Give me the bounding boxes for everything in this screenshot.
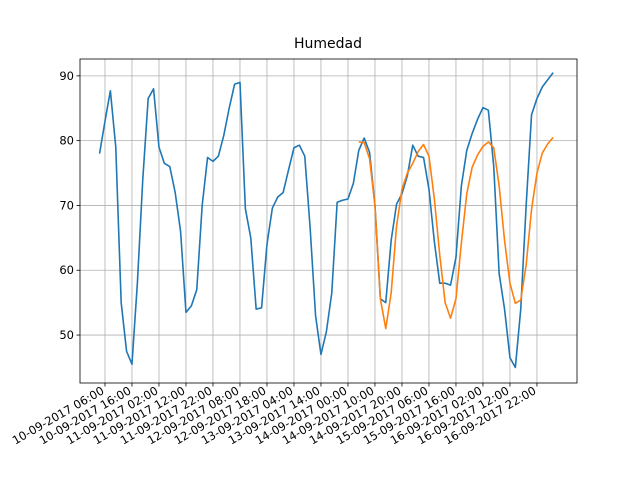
y-tick-label: 70 (59, 198, 74, 212)
plot-frame (79, 58, 578, 384)
y-tick-label: 60 (59, 263, 74, 277)
data-line (98, 72, 554, 369)
y-tick-label: 50 (59, 328, 74, 342)
y-tick-label: 80 (59, 134, 74, 148)
y-tick-label: 90 (59, 69, 74, 83)
chart-title: Humedad (294, 36, 362, 52)
data-line (358, 136, 554, 330)
